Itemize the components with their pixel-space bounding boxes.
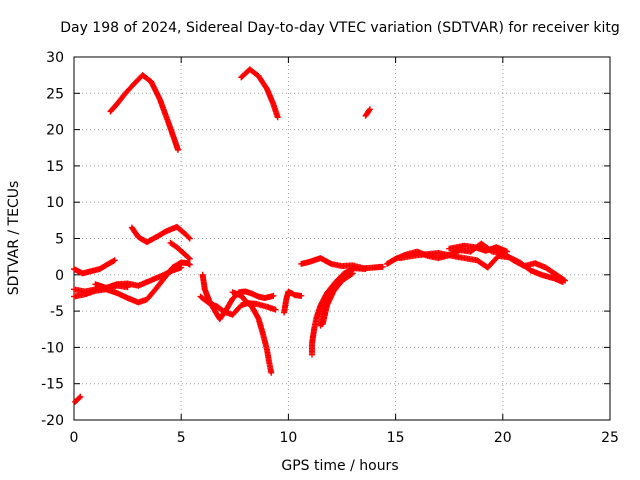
data-point-trace xyxy=(107,72,181,153)
data-point-trace xyxy=(167,239,193,262)
series-arc-n xyxy=(281,288,305,316)
x-tick-label: 10 xyxy=(279,430,297,446)
x-tick-label: 20 xyxy=(494,430,512,446)
y-tick-label: 5 xyxy=(55,232,64,248)
series-arc-f xyxy=(167,239,193,262)
data-point-trace xyxy=(128,223,193,246)
y-tick-label: -20 xyxy=(41,413,64,429)
data-point-trace xyxy=(446,242,511,255)
x-tick-label: 5 xyxy=(177,430,186,446)
series-arc-r xyxy=(319,270,356,328)
y-tick-label: 10 xyxy=(46,195,64,211)
axis-ticks: 0 5 10 15 20 25 -20 -15 -10 -5 0 5 10 15 20 25 30 xyxy=(41,50,619,446)
y-tick-label: 15 xyxy=(46,159,64,175)
chart-title: Day 198 of 2024, Sidereal Day-to-day VTE… xyxy=(60,20,620,36)
y-tick-label: -15 xyxy=(41,377,64,393)
series-arc-c xyxy=(362,106,373,119)
series-arc-o xyxy=(298,255,386,272)
y-tick-label: -10 xyxy=(41,340,64,356)
data-point-trace xyxy=(72,393,84,405)
data-point-trace xyxy=(71,257,118,277)
data-point-trace xyxy=(229,289,275,376)
y-tick-label: 30 xyxy=(46,50,64,66)
data-point-trace xyxy=(281,288,305,316)
series-arc-a xyxy=(107,72,181,153)
data-point-trace xyxy=(92,281,131,291)
series-arc-g xyxy=(71,257,118,277)
series-arc-d xyxy=(72,393,84,405)
y-tick-label: 20 xyxy=(46,123,64,139)
x-tick-label: 15 xyxy=(387,430,405,446)
series-arc-u xyxy=(446,242,511,255)
series-arc-b xyxy=(238,66,281,121)
y-tick-label: 0 xyxy=(55,268,64,284)
x-axis-label: GPS time / hours xyxy=(281,458,398,474)
data-marks xyxy=(71,66,568,405)
x-tick-label: 25 xyxy=(601,430,619,446)
y-axis-label: SDTVAR / TECUs xyxy=(6,181,22,296)
x-tick-label: 0 xyxy=(70,430,79,446)
data-point-trace xyxy=(396,250,566,286)
series-arc-m xyxy=(229,289,275,376)
data-point-trace xyxy=(308,265,369,358)
series-arc-t xyxy=(396,250,566,286)
data-point-trace xyxy=(298,255,386,272)
data-point-trace xyxy=(362,106,373,119)
series-arc-j xyxy=(92,281,131,291)
series-arc-p xyxy=(308,265,369,358)
series-arc-e xyxy=(128,223,193,246)
data-point-trace xyxy=(319,270,356,328)
y-tick-label: -5 xyxy=(50,304,64,320)
data-point-trace xyxy=(238,66,281,121)
y-tick-label: 25 xyxy=(46,86,64,102)
